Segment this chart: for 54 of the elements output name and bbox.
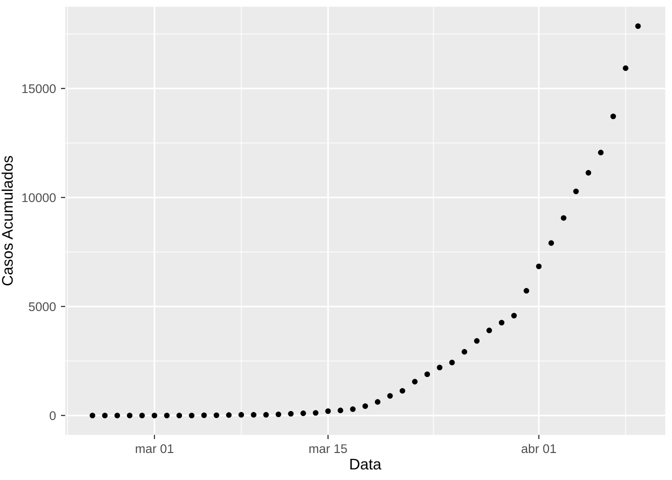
- point: [362, 403, 368, 409]
- point: [573, 188, 579, 194]
- point: [524, 288, 530, 294]
- point: [400, 388, 406, 394]
- x-axis-title: Data: [350, 458, 382, 470]
- point: [424, 371, 430, 378]
- y-axis-title: Casos Acumulados: [2, 156, 13, 286]
- y-tick-label: 10000: [22, 193, 56, 202]
- point: [498, 320, 504, 326]
- point: [238, 412, 244, 418]
- x-tick-label: mar 01: [136, 444, 174, 454]
- point: [474, 338, 480, 344]
- point: [250, 412, 256, 418]
- x-tick-label: abr 01: [522, 444, 556, 454]
- point: [374, 399, 380, 405]
- point: [226, 412, 232, 418]
- point: [325, 408, 331, 414]
- point: [536, 264, 542, 270]
- point: [622, 65, 628, 71]
- y-tick-label: 5000: [28, 302, 56, 312]
- point: [288, 410, 294, 417]
- point: [201, 412, 207, 418]
- point: [511, 312, 517, 318]
- x-tick-label: mar 15: [309, 444, 347, 454]
- point: [214, 412, 220, 418]
- point: [412, 378, 418, 384]
- point: [486, 328, 492, 334]
- y-tick-label: 15000: [22, 84, 56, 94]
- y-tick-label: 0: [50, 411, 56, 420]
- point: [387, 393, 393, 399]
- point: [276, 412, 282, 418]
- point: [462, 349, 468, 355]
- point: [635, 23, 641, 29]
- point: [139, 412, 145, 418]
- point: [436, 364, 442, 370]
- point: [449, 360, 455, 366]
- point: [90, 412, 96, 418]
- point: [188, 412, 194, 418]
- point: [164, 412, 170, 418]
- point: [152, 412, 158, 418]
- point: [263, 412, 269, 418]
- point: [312, 410, 318, 416]
- point: [338, 408, 344, 414]
- point: [350, 406, 356, 412]
- point: [598, 150, 604, 156]
- point: [126, 412, 132, 418]
- point: [610, 114, 616, 120]
- point: [548, 240, 554, 246]
- point: [300, 410, 306, 416]
- point: [102, 412, 108, 418]
- point: [586, 170, 592, 176]
- point: [114, 412, 120, 418]
- point: [560, 215, 566, 221]
- point: [176, 412, 182, 418]
